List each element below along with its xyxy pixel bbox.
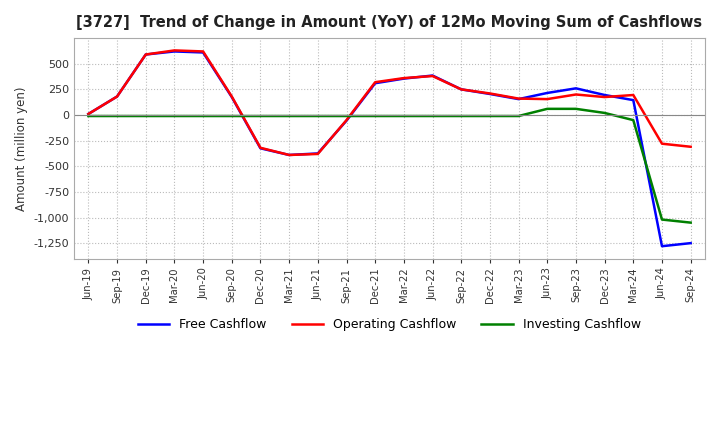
Free Cashflow [199,50,207,55]
Free Cashflow [285,152,294,158]
Operating Cashflow [514,96,523,101]
Free Cashflow [141,52,150,57]
Free Cashflow [170,49,179,54]
Investing Cashflow [543,106,552,111]
Operating Cashflow [141,52,150,57]
Line: Operating Cashflow: Operating Cashflow [89,51,690,155]
Free Cashflow [342,118,351,123]
Free Cashflow [572,86,580,91]
Operating Cashflow [686,144,695,150]
Free Cashflow [84,111,93,117]
Free Cashflow [485,92,494,97]
Investing Cashflow [686,220,695,225]
Investing Cashflow [199,114,207,119]
Free Cashflow [428,73,437,78]
Operating Cashflow [371,80,379,85]
Operating Cashflow [572,92,580,97]
Investing Cashflow [600,110,609,116]
Legend: Free Cashflow, Operating Cashflow, Investing Cashflow: Free Cashflow, Operating Cashflow, Inves… [133,313,646,336]
Investing Cashflow [342,114,351,119]
Operating Cashflow [600,95,609,100]
Free Cashflow [113,94,122,99]
Investing Cashflow [113,114,122,119]
Investing Cashflow [313,114,322,119]
Investing Cashflow [485,114,494,119]
Free Cashflow [657,244,666,249]
Title: [3727]  Trend of Change in Amount (YoY) of 12Mo Moving Sum of Cashflows: [3727] Trend of Change in Amount (YoY) o… [76,15,703,30]
Free Cashflow [371,81,379,86]
Free Cashflow [228,95,236,100]
Operating Cashflow [313,151,322,157]
Investing Cashflow [400,114,408,119]
Investing Cashflow [629,117,638,123]
Operating Cashflow [485,91,494,96]
Investing Cashflow [228,114,236,119]
Operating Cashflow [84,111,93,117]
Free Cashflow [686,241,695,246]
Operating Cashflow [342,117,351,123]
Operating Cashflow [657,141,666,147]
Investing Cashflow [657,217,666,222]
Line: Free Cashflow: Free Cashflow [89,51,690,246]
Operating Cashflow [228,94,236,99]
Investing Cashflow [457,114,466,119]
Free Cashflow [457,87,466,92]
Operating Cashflow [170,48,179,53]
Free Cashflow [629,98,638,103]
Operating Cashflow [199,49,207,54]
Investing Cashflow [84,114,93,119]
Free Cashflow [256,146,265,151]
Investing Cashflow [572,106,580,111]
Operating Cashflow [400,75,408,81]
Free Cashflow [514,96,523,102]
Line: Investing Cashflow: Investing Cashflow [89,109,690,223]
Investing Cashflow [428,114,437,119]
Operating Cashflow [428,73,437,79]
Operating Cashflow [457,87,466,92]
Investing Cashflow [170,114,179,119]
Investing Cashflow [285,114,294,119]
Free Cashflow [543,90,552,95]
Free Cashflow [600,92,609,98]
Investing Cashflow [371,114,379,119]
Operating Cashflow [543,96,552,102]
Operating Cashflow [629,92,638,98]
Investing Cashflow [141,114,150,119]
Free Cashflow [313,151,322,156]
Y-axis label: Amount (million yen): Amount (million yen) [15,86,28,211]
Investing Cashflow [256,114,265,119]
Operating Cashflow [113,94,122,99]
Operating Cashflow [285,152,294,158]
Investing Cashflow [514,114,523,119]
Free Cashflow [400,76,408,81]
Operating Cashflow [256,145,265,150]
